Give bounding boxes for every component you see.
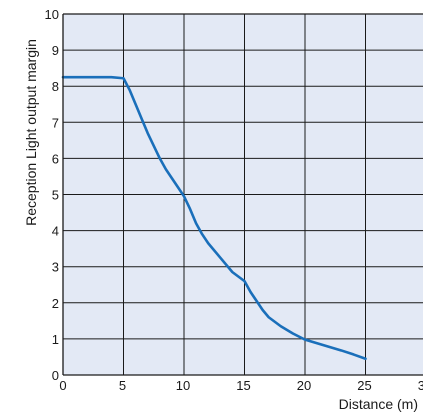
- x-tick-labels: 0 5 10 15 20 25 30: [59, 378, 423, 393]
- y-tick-label-3: 3: [52, 260, 59, 275]
- x-tick-label-25: 25: [357, 378, 371, 393]
- x-tick-label-15: 15: [236, 378, 250, 393]
- x-tick-label-5: 5: [119, 378, 126, 393]
- y-tick-label-5: 5: [52, 188, 59, 203]
- y-tick-label-9: 9: [52, 43, 59, 58]
- y-tick-label-0: 0: [52, 368, 59, 383]
- y-tick-label-7: 7: [52, 115, 59, 130]
- y-tick-label-1: 1: [52, 332, 59, 347]
- y-tick-label-10: 10: [45, 7, 59, 22]
- y-tick-label-2: 2: [52, 296, 59, 311]
- y-tick-labels: 0 1 2 3 4 5 6 7 8 9 10: [45, 7, 59, 383]
- y-axis-label: Reception Light output margin: [23, 39, 39, 226]
- y-tick-label-6: 6: [52, 151, 59, 166]
- x-axis-label: Distance (m): [339, 396, 418, 412]
- grid-lines: [63, 14, 423, 375]
- x-tick-label-20: 20: [297, 378, 311, 393]
- x-tick-label-10: 10: [176, 378, 190, 393]
- plot-frame: [62, 13, 423, 376]
- x-tick-label-30: 30: [418, 378, 423, 393]
- y-tick-label-8: 8: [52, 79, 59, 94]
- series-line-0: [61, 75, 367, 361]
- series-lines: [61, 75, 367, 361]
- y-tick-label-4: 4: [52, 224, 59, 239]
- x-tick-label-0: 0: [59, 378, 66, 393]
